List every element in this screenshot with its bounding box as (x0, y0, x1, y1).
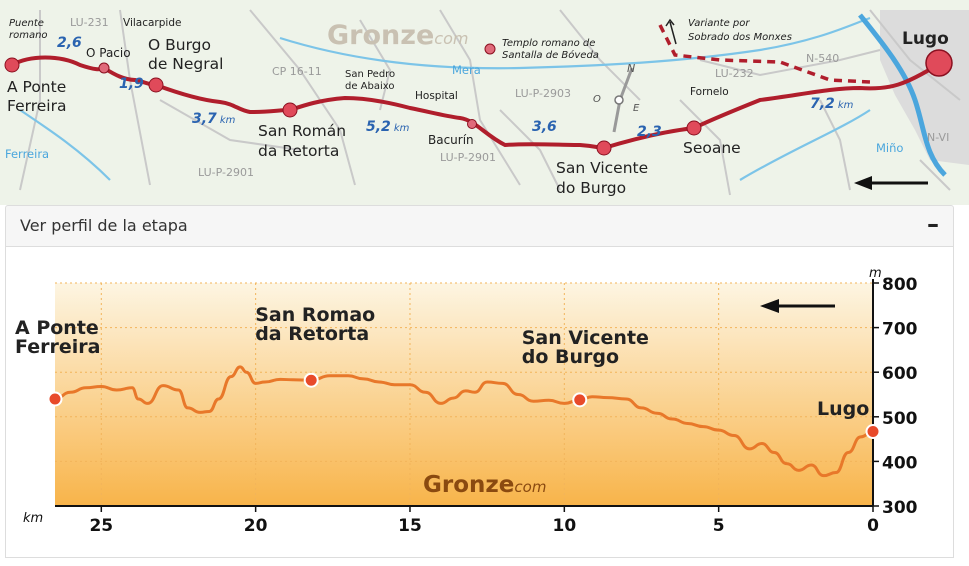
place-label: Bacurín (428, 133, 474, 147)
collapse-button[interactable]: – (927, 210, 939, 238)
map-background (0, 0, 969, 205)
map-road-labels: LU-231 CP 16-11 LU-P-2901 LU-P-2903 LU-P… (70, 16, 949, 179)
compass-n: N (627, 62, 635, 75)
town-label: San Vicente do Burgo (556, 159, 648, 197)
y-tick-label: 400 (882, 453, 918, 473)
road-label: LU-P-2903 (515, 87, 571, 100)
x-tick-label: 15 (398, 516, 422, 536)
map-town-labels: A Ponte Ferreira O Burgo de Negral San Rom… (7, 29, 949, 197)
road-label: N-VI (927, 131, 949, 144)
place-label: O Pacio (86, 46, 131, 60)
map-notes: Templo romano de Santalla de Bóveda Varia… (502, 18, 792, 61)
town-marker (47, 391, 63, 407)
x-axis-label: km (23, 511, 43, 526)
town-marker-label: A Ponte Ferreira (15, 317, 100, 358)
x-tick-label: 20 (244, 516, 268, 536)
road-label: N-540 (806, 52, 839, 65)
rivers (19, 16, 871, 181)
place-label: Fornelo (690, 86, 729, 98)
town-label: A Ponte Ferreira (7, 78, 66, 115)
map-place-labels: Puente romano O Pacio Vilacarpide San Ped… (9, 17, 729, 147)
town-marker-label: San Vicente do Burgo (522, 327, 649, 368)
direction-arrow-icon (854, 176, 928, 190)
lugo-dot (925, 49, 953, 77)
chart-markers: A Ponte Ferreira San Romao da Retorta San Vi… (15, 304, 881, 440)
town-dot (686, 120, 702, 136)
road-label: LU-P-2901 (440, 151, 496, 164)
route-line (11, 55, 941, 151)
route-map: Gronzecom A Ponte Ferreira O Burgo de Negr… (0, 0, 969, 205)
distance-label: 2,3 (637, 124, 662, 140)
x-tick-label: 0 (867, 516, 879, 536)
y-tick-label: 600 (882, 364, 918, 384)
y-tick-label: 700 (882, 320, 918, 340)
distance-label: 7,2 km (810, 96, 854, 112)
elevation-line (54, 365, 874, 478)
chart-direction-arrow-icon (760, 299, 835, 313)
river-mino (858, 13, 947, 177)
y-axis-label: m (869, 266, 882, 281)
town-label: San Román da Retorta (258, 122, 346, 160)
y-tick-label: 500 (882, 409, 918, 429)
note-label: Templo romano de Santalla de Bóveda (502, 38, 599, 61)
place-label: San Pedro de Abaixo (345, 69, 395, 92)
profile-panel-header[interactable]: Ver perfil de la etapa – (5, 205, 954, 247)
place-dot (484, 43, 496, 55)
plot-area (55, 283, 873, 506)
road-label: LU-231 (70, 16, 109, 29)
town-label: Lugo (902, 29, 949, 49)
place-dot (467, 119, 477, 129)
place-label: Puente romano (9, 18, 48, 41)
town-dot (4, 57, 20, 73)
variante-route (658, 24, 871, 84)
map-brand: Gronzecom (327, 20, 468, 51)
variante-arrow-icon (665, 18, 677, 45)
road-label: LU-232 (715, 67, 754, 80)
compass-o: O (593, 94, 601, 105)
place-dot (98, 62, 110, 74)
river-label: Mera (452, 63, 481, 77)
town-label: Seoane (683, 139, 741, 157)
map-town-dots (4, 43, 953, 156)
y-tick-label: 300 (882, 498, 918, 518)
road-label: CP 16-11 (272, 65, 322, 78)
note-label: Variante por Sobrado dos Monxes (688, 18, 792, 43)
town-marker (572, 392, 588, 408)
x-tick-label: 5 (713, 516, 725, 536)
map-distances: 2,6 1,9 3,7 km 5,2 km 3,6 2,3 7,2 km (57, 35, 854, 140)
town-marker-label: San Romao da Retorta (255, 304, 375, 345)
town-dot (148, 77, 164, 93)
compass-e: E (633, 103, 640, 114)
distance-label: 5,2 km (366, 119, 410, 135)
river-label: Ferreira (5, 147, 49, 161)
chart-brand: Gronzecom (423, 472, 546, 498)
elevation-profile-chart: 25 20 15 10 5 0 800 700 600 500 400 300 m km A Ponte F… (15, 266, 918, 536)
compass-icon: N O E (593, 62, 640, 133)
map-river-labels: Mera Ferreira Miño (5, 63, 903, 161)
town-dot (596, 140, 612, 156)
distance-label: 1,9 (119, 76, 144, 92)
road-label: LU-P-2901 (198, 166, 254, 179)
distance-label: 2,6 (57, 35, 82, 51)
x-tick-label: 25 (89, 516, 113, 536)
profile-panel-title[interactable]: Ver perfil de la etapa (20, 216, 188, 235)
distance-label: 3,6 (532, 119, 557, 135)
town-label: O Burgo de Negral (148, 36, 223, 73)
chart-axes: 25 20 15 10 5 0 800 700 600 500 400 300 m km (23, 266, 918, 536)
distance-label: 3,7 km (192, 111, 236, 127)
place-label: Vilacarpide (123, 17, 181, 29)
x-tick-label: 10 (552, 516, 576, 536)
y-tick-label: 800 (882, 275, 918, 295)
town-marker (865, 424, 881, 440)
town-marker (303, 372, 319, 388)
river-label: Miño (876, 141, 903, 155)
place-label: Hospital (415, 90, 458, 102)
town-marker-label: Lugo (817, 398, 869, 420)
town-dot (282, 102, 298, 118)
